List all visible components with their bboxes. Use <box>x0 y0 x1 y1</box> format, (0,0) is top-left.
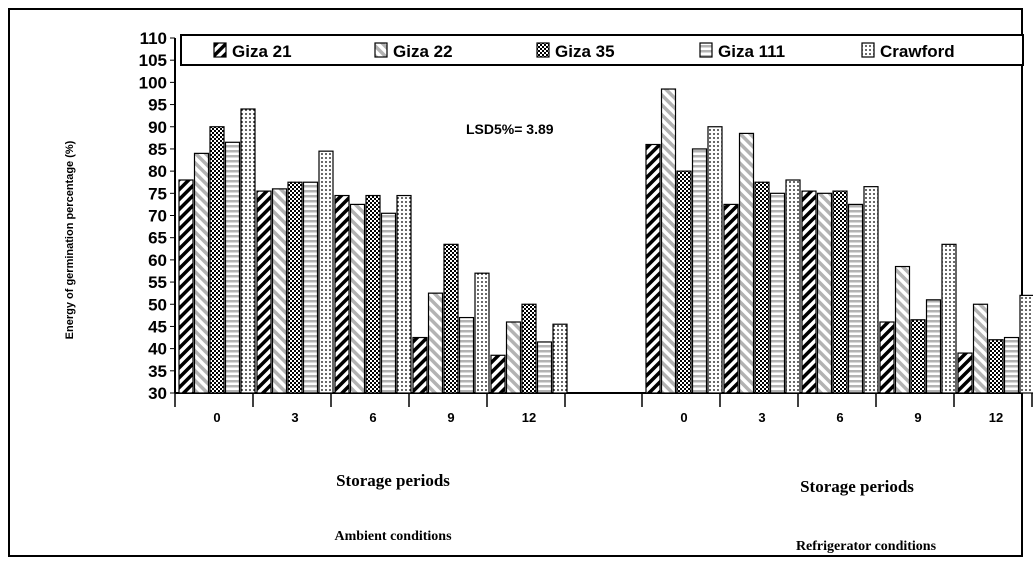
bar-crawford <box>785 179 801 394</box>
bar-giza-35 <box>209 126 225 394</box>
bar-giza-21 <box>490 354 506 394</box>
bar-giza-111 <box>458 316 475 394</box>
legend-label: Crawford <box>880 42 955 61</box>
y-tick-label: 90 <box>148 118 167 137</box>
bar-giza-111 <box>224 141 241 394</box>
bars <box>178 88 1033 394</box>
legend-box <box>180 34 1024 66</box>
bar-giza-111 <box>302 181 319 394</box>
bar-crawford <box>1019 294 1033 394</box>
bar-giza-21 <box>334 194 350 394</box>
bar-crawford <box>474 272 490 394</box>
legend-swatch <box>374 42 388 58</box>
x-tick-label: 3 <box>758 410 765 425</box>
legend-label: Giza 111 <box>718 42 785 61</box>
bar-giza-21 <box>879 321 895 394</box>
bar-giza-21 <box>178 179 194 394</box>
legend-swatch <box>536 42 550 58</box>
x-tick-label: 12 <box>989 410 1003 425</box>
x-axis-label-refrigerator: Storage periods <box>800 477 914 496</box>
y-tick-label: 85 <box>148 140 167 159</box>
bar-crawford <box>318 150 334 394</box>
bar-giza-22 <box>193 152 210 394</box>
condition-label-ambient: Ambient conditions <box>334 529 452 544</box>
bar-giza-22 <box>505 321 522 394</box>
y-tick-label: 105 <box>139 51 167 70</box>
bar-giza-22 <box>816 192 833 394</box>
y-tick-label: 50 <box>148 295 167 314</box>
x-tick-label: 0 <box>680 410 687 425</box>
bar-giza-22 <box>660 88 677 394</box>
x-tick-label: 6 <box>369 410 376 425</box>
bar-giza-35 <box>287 181 303 394</box>
bar-giza-35 <box>365 194 381 394</box>
lsd-annotation: LSD5%= 3.89 <box>466 121 554 137</box>
y-tick-label: 45 <box>148 317 167 336</box>
y-tick-label: 60 <box>148 251 167 270</box>
x-tick-label: 9 <box>447 410 454 425</box>
y-axis-label: Energy of germination percentage (%) <box>64 140 76 339</box>
legend-swatch <box>699 42 713 58</box>
bar-giza-35 <box>443 243 459 394</box>
bar-giza-111 <box>1003 336 1020 394</box>
bar-crawford <box>863 186 879 394</box>
x-tick-label: 9 <box>914 410 921 425</box>
figure-frame <box>8 8 1023 557</box>
bar-giza-22 <box>271 188 288 394</box>
legend-label: Giza 22 <box>393 42 453 61</box>
y-tick-label: 70 <box>148 207 167 226</box>
legend-label: Giza 21 <box>232 42 292 61</box>
bar-giza-21 <box>412 336 428 394</box>
bar-giza-22 <box>972 303 989 394</box>
bar-giza-111 <box>691 148 708 394</box>
bar-giza-35 <box>754 181 770 394</box>
bar-giza-111 <box>380 212 397 394</box>
bar-giza-35 <box>832 190 848 394</box>
y-tick-label: 40 <box>148 340 167 359</box>
bar-giza-21 <box>256 190 272 394</box>
y-tick-label: 55 <box>148 273 167 292</box>
x-tick-label: 0 <box>213 410 220 425</box>
y-tick-label: 110 <box>140 29 167 48</box>
bar-giza-21 <box>957 352 973 394</box>
legend: Giza 21 Giza 22 Giza 35 Giza 111 Crawford <box>180 34 1024 66</box>
y-tick-label: 65 <box>148 229 167 248</box>
bar-giza-21 <box>723 203 739 394</box>
x-tick-label: 6 <box>836 410 843 425</box>
bar-giza-35 <box>910 319 926 394</box>
bar-giza-22 <box>894 265 911 394</box>
condition-label-refrigerator: Refrigerator conditions <box>796 539 937 554</box>
y-tick-label: 35 <box>148 362 167 381</box>
bar-giza-111 <box>536 341 553 394</box>
bar-giza-22 <box>427 292 444 394</box>
bar-giza-111 <box>769 192 786 394</box>
bar-crawford <box>240 108 256 394</box>
legend-swatch <box>861 42 875 58</box>
bar-crawford <box>552 323 568 394</box>
bar-crawford <box>707 126 723 394</box>
bar-crawford <box>941 243 957 394</box>
y-tick-label: 95 <box>148 96 167 115</box>
x-tick-label: 3 <box>291 410 298 425</box>
y-tick-label: 30 <box>148 384 167 403</box>
bar-giza-22 <box>738 132 755 394</box>
y-tick-label: 100 <box>139 73 167 92</box>
bar-crawford <box>396 194 412 394</box>
bar-giza-35 <box>988 339 1004 394</box>
bar-giza-111 <box>847 203 864 394</box>
bar-giza-22 <box>349 203 366 394</box>
bar-giza-35 <box>676 170 692 394</box>
bar-giza-21 <box>645 143 661 394</box>
legend-swatch <box>213 42 227 58</box>
bar-giza-111 <box>925 299 942 394</box>
y-tick-label: 75 <box>148 184 167 203</box>
bar-giza-35 <box>521 303 537 394</box>
x-tick-label: 12 <box>522 410 536 425</box>
y-tick-label: 80 <box>148 162 167 181</box>
x-axis-label-ambient: Storage periods <box>336 471 450 490</box>
bar-giza-21 <box>801 190 817 394</box>
legend-label: Giza 35 <box>555 42 615 61</box>
